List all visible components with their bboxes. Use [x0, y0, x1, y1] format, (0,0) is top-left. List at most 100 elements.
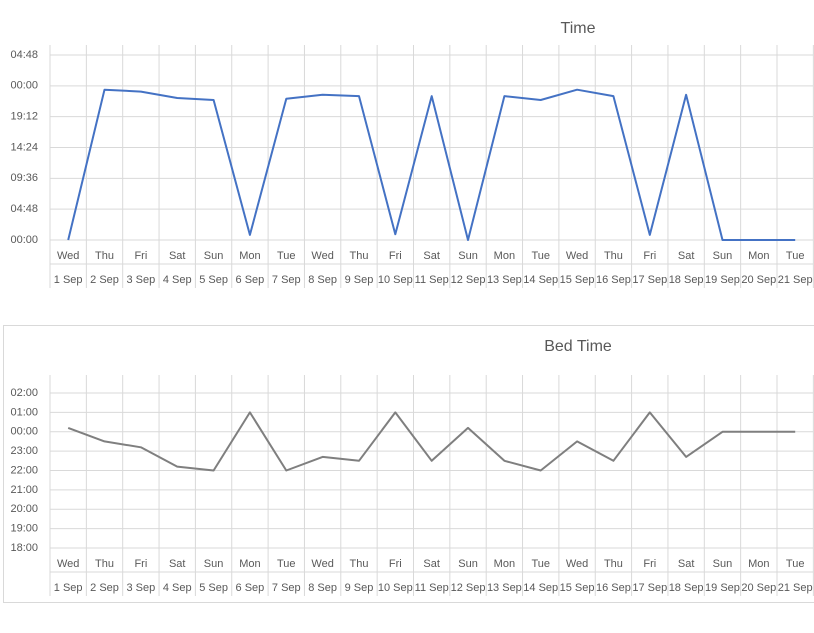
y-tick-label: 09:36 [10, 172, 38, 184]
x-tick-label: 21 Sep [778, 274, 813, 286]
y-tick-label: 22:00 [10, 464, 38, 476]
x-tick-label: Fri [643, 250, 656, 262]
x-tick-label: Sun [458, 558, 478, 570]
x-tick-label: 2 Sep [90, 582, 119, 594]
x-tick-label: Sat [423, 250, 440, 262]
x-tick-label: 14 Sep [523, 582, 558, 594]
x-tick-label: 11 Sep [415, 582, 449, 594]
x-tick-label: Sun [713, 250, 733, 262]
x-tick-label: Fri [389, 558, 402, 570]
y-tick-label: 00:00 [10, 80, 38, 92]
x-tick-label: 20 Sep [741, 274, 776, 286]
x-tick-label: Thu [95, 250, 114, 262]
x-tick-label: 21 Sep [778, 582, 813, 594]
chart-border [3, 325, 814, 603]
x-tick-label: Tue [786, 558, 805, 570]
y-tick-label: 01:00 [10, 406, 38, 418]
x-tick-label: 6 Sep [236, 582, 265, 594]
x-tick-label: Mon [494, 558, 515, 570]
x-tick-label: 17 Sep [632, 274, 667, 286]
x-tick-label: 8 Sep [308, 274, 337, 286]
x-tick-label: Tue [277, 250, 296, 262]
x-tick-label: 5 Sep [199, 582, 228, 594]
x-tick-label: 1 Sep [54, 274, 83, 286]
x-tick-label: Sat [169, 250, 186, 262]
x-tick-label: 18 Sep [669, 582, 704, 594]
y-tick-label: 14:24 [10, 141, 38, 153]
data-line [67, 88, 796, 241]
x-tick-label: 10 Sep [378, 274, 413, 286]
x-tick-label: 6 Sep [236, 274, 265, 286]
x-tick-label: 19 Sep [705, 274, 740, 286]
x-tick-label: Wed [566, 558, 588, 570]
chart-title: Time [561, 20, 596, 37]
x-tick-label: Mon [748, 558, 769, 570]
x-tick-label: 5 Sep [199, 274, 228, 286]
x-tick-label: Sat [169, 558, 186, 570]
x-tick-label: Sun [713, 558, 733, 570]
x-tick-label: 13 Sep [487, 274, 522, 286]
x-tick-label: 15 Sep [560, 582, 595, 594]
x-tick-label: Thu [604, 250, 623, 262]
x-tick-label: 3 Sep [127, 274, 156, 286]
x-tick-label: Mon [239, 250, 260, 262]
x-tick-label: Wed [311, 250, 333, 262]
x-tick-label: 14 Sep [523, 274, 558, 286]
y-tick-label: 04:48 [10, 203, 38, 215]
x-tick-label: 8 Sep [308, 582, 337, 594]
x-tick-label: Wed [566, 250, 588, 262]
y-tick-label: 18:00 [10, 542, 38, 554]
y-tick-label: 19:12 [10, 111, 38, 123]
x-tick-label: Thu [349, 558, 368, 570]
x-tick-label: Tue [531, 558, 550, 570]
x-tick-label: Sun [458, 250, 478, 262]
x-tick-label: 19 Sep [705, 582, 740, 594]
x-tick-label: Mon [239, 558, 260, 570]
x-tick-label: 9 Sep [345, 274, 374, 286]
x-tick-label: 16 Sep [596, 274, 631, 286]
x-tick-label: Wed [311, 558, 333, 570]
x-tick-label: Thu [349, 250, 368, 262]
x-tick-label: Fri [643, 558, 656, 570]
x-tick-label: Sat [678, 250, 695, 262]
y-tick-label: 00:00 [10, 234, 38, 246]
x-tick-label: 13 Sep [487, 582, 522, 594]
x-tick-label: 4 Sep [163, 582, 192, 594]
x-tick-label: Thu [95, 558, 114, 570]
x-tick-label: 11 Sep [415, 274, 449, 286]
x-tick-label: Tue [531, 250, 550, 262]
x-tick-label: Fri [389, 250, 402, 262]
x-tick-label: 16 Sep [596, 582, 631, 594]
x-tick-label: Sat [678, 558, 695, 570]
x-tick-label: Tue [786, 250, 805, 262]
x-tick-label: 2 Sep [90, 274, 119, 286]
x-tick-label: 17 Sep [632, 582, 667, 594]
x-tick-label: Fri [134, 250, 147, 262]
x-tick-label: Sun [204, 250, 224, 262]
x-tick-label: 12 Sep [451, 582, 486, 594]
x-tick-label: Mon [748, 250, 769, 262]
x-tick-label: 3 Sep [127, 582, 156, 594]
x-tick-label: 15 Sep [560, 274, 595, 286]
x-tick-label: Sat [423, 558, 440, 570]
y-tick-label: 00:00 [10, 426, 38, 438]
y-tick-label: 23:00 [10, 445, 38, 457]
chart-title: Bed Time [544, 338, 612, 355]
x-tick-label: Sun [204, 558, 224, 570]
x-tick-label: Wed [57, 250, 79, 262]
x-tick-label: 18 Sep [669, 274, 704, 286]
x-tick-label: 9 Sep [345, 582, 374, 594]
x-tick-label: Mon [494, 250, 515, 262]
x-tick-label: 7 Sep [272, 582, 301, 594]
y-tick-label: 04:48 [10, 49, 38, 61]
y-tick-label: 21:00 [10, 484, 38, 496]
x-tick-label: Wed [57, 558, 79, 570]
x-tick-label: 12 Sep [451, 274, 486, 286]
x-tick-label: 20 Sep [741, 582, 776, 594]
x-tick-label: 4 Sep [163, 274, 192, 286]
x-tick-label: 1 Sep [54, 582, 83, 594]
data-line [67, 411, 796, 472]
x-tick-label: 10 Sep [378, 582, 413, 594]
y-tick-label: 20:00 [10, 503, 38, 515]
